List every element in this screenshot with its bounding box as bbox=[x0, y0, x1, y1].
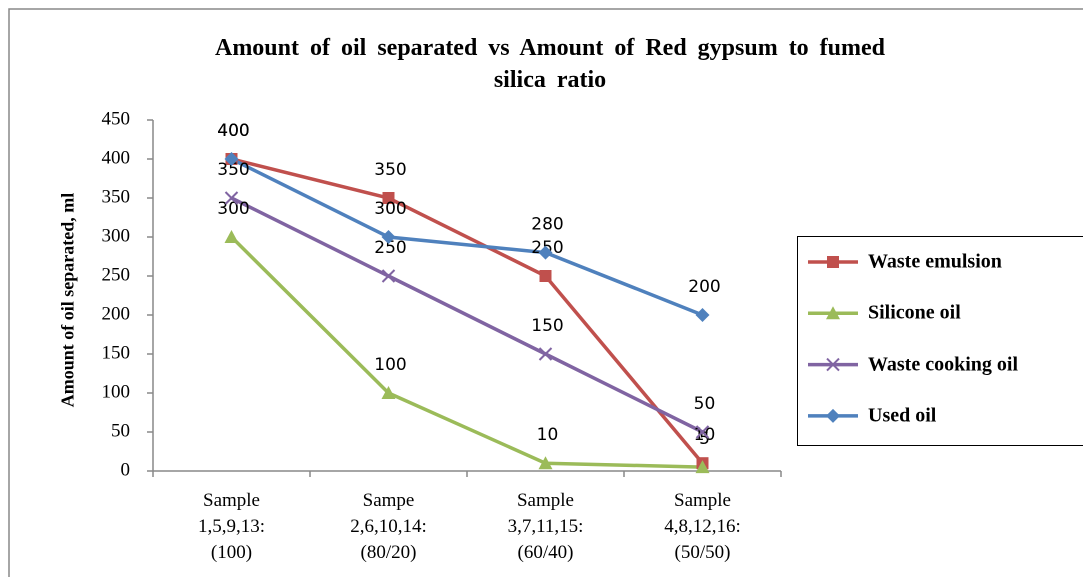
legend-label: Waste emulsion bbox=[868, 250, 1002, 273]
x-tick-label: Sample 1,5,9,13: (100) bbox=[197, 490, 266, 563]
data-label: 280 bbox=[531, 215, 563, 235]
x-tick-label: Sample 4,8,12,16: (50/50) bbox=[664, 490, 741, 563]
y-tick-label: 350 bbox=[102, 186, 131, 207]
data-label: 400 bbox=[217, 121, 249, 141]
data-label: 100 bbox=[374, 355, 406, 375]
data-point bbox=[224, 230, 239, 243]
series-line bbox=[231, 157, 704, 465]
data-point bbox=[695, 460, 710, 474]
y-tick-label: 400 bbox=[102, 147, 131, 168]
chart-frame bbox=[8, 8, 1083, 577]
data-label: 10 bbox=[537, 425, 559, 445]
y-axis-label: Amount of oil separated, ml bbox=[57, 192, 78, 408]
legend-marker bbox=[827, 256, 839, 268]
chart-title: Amount of oil separated vs Amount of Red… bbox=[214, 35, 886, 93]
data-label: 5 bbox=[699, 429, 710, 449]
data-point bbox=[382, 192, 395, 204]
data-label: 350 bbox=[374, 160, 406, 180]
data-point bbox=[538, 245, 553, 260]
legend bbox=[797, 236, 1083, 446]
y-tick-label: 0 bbox=[121, 459, 131, 480]
y-tick-label: 450 bbox=[102, 108, 131, 129]
y-tick-label: 250 bbox=[102, 264, 131, 285]
data-label: 50 bbox=[694, 394, 716, 414]
y-tick-label: 200 bbox=[102, 303, 131, 324]
data-point bbox=[538, 347, 553, 361]
y-tick-label: 100 bbox=[102, 381, 131, 402]
series-line bbox=[230, 235, 703, 469]
legend-marker bbox=[826, 357, 840, 372]
y-tick-label: 150 bbox=[102, 342, 131, 363]
data-point bbox=[381, 386, 396, 399]
data-label: 250 bbox=[374, 238, 406, 258]
x-tick-label: Sampe 2,6,10,14: (80/20) bbox=[350, 490, 427, 563]
legend-label: Silicone oil bbox=[868, 301, 961, 324]
series-line bbox=[230, 157, 704, 317]
y-tick-label: 50 bbox=[111, 420, 130, 441]
data-point bbox=[381, 230, 396, 244]
data-label: 300 bbox=[374, 199, 406, 219]
data-label: 150 bbox=[531, 316, 563, 336]
data-point bbox=[695, 308, 710, 322]
legend-label: Used oil bbox=[868, 404, 937, 427]
data-point bbox=[224, 191, 239, 205]
data-label: 400 bbox=[217, 121, 249, 141]
data-label: 350 bbox=[217, 160, 249, 180]
data-point bbox=[224, 152, 239, 166]
data-point bbox=[539, 270, 552, 282]
y-tick-label: 300 bbox=[102, 225, 131, 246]
x-tick-label: Sample 3,7,11,15: (60/40) bbox=[507, 490, 584, 563]
legend-marker bbox=[826, 408, 840, 423]
data-label: 300 bbox=[217, 199, 249, 219]
legend-marker bbox=[826, 306, 840, 320]
legend-label: Waste cooking oil bbox=[868, 353, 1019, 376]
data-label: 200 bbox=[688, 277, 720, 297]
series-line bbox=[230, 196, 704, 434]
data-point bbox=[381, 269, 396, 283]
data-point bbox=[538, 456, 553, 470]
data-point bbox=[695, 425, 710, 439]
